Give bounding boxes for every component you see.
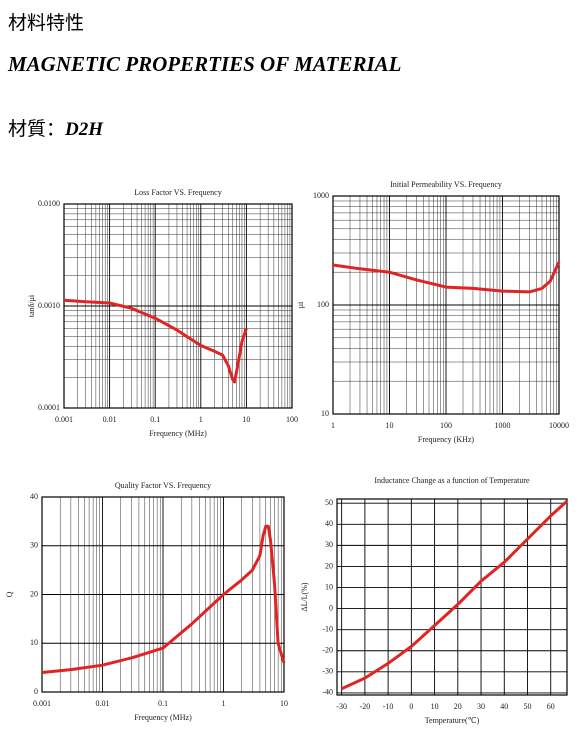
y-tick-label: -10 <box>322 624 333 633</box>
data-line <box>41 524 286 674</box>
title-en: MAGNETIC PROPERTIES OF MATERIAL <box>8 52 402 76</box>
x-tick-label: 30 <box>477 702 485 711</box>
y-tick-label: 0 <box>34 687 38 696</box>
plot-frame <box>63 203 293 409</box>
material-label: 材質： <box>8 119 66 140</box>
material: D2H <box>65 119 104 140</box>
x-tick-label: 0.001 <box>33 699 51 708</box>
x-tick-label: -20 <box>360 702 371 711</box>
y-tick-label: 0.0001 <box>38 403 60 412</box>
x-tick-label: -30 <box>336 702 347 711</box>
x-tick-label: 50 <box>524 702 532 711</box>
y-tick-label: 0 <box>329 603 333 612</box>
x-axis-label: Frequency (KHz) <box>418 435 475 444</box>
x-tick-label: 100 <box>286 415 298 424</box>
chart-title: Initial Permeability VS. Frequency <box>390 180 502 189</box>
x-tick-label: 100 <box>440 421 452 430</box>
y-axis-label: Q <box>5 591 14 597</box>
y-tick-label: -20 <box>322 646 333 655</box>
chart-title: Loss Factor VS. Frequency <box>134 188 221 197</box>
y-tick-label: 30 <box>325 540 333 549</box>
title-cn: 材料特性 <box>8 13 85 34</box>
x-tick-label: 0.1 <box>150 415 160 424</box>
chart-title: Inductance Change as a function of Tempe… <box>374 476 530 485</box>
data-line <box>332 261 561 294</box>
y-tick-label: 40 <box>325 519 333 528</box>
x-axis-label: Frequency (MHz) <box>149 429 207 438</box>
x-tick-label: -10 <box>383 702 394 711</box>
x-tick-label: 0.001 <box>55 415 73 424</box>
y-tick-label: 40 <box>30 492 38 501</box>
x-axis-label: Temperature(℃) <box>425 716 480 725</box>
x-tick-label: 1 <box>222 699 226 708</box>
y-tick-label: 0.0010 <box>38 301 60 310</box>
material-line: 材質：D2H <box>8 114 103 141</box>
x-tick-label: 10000 <box>549 421 569 430</box>
x-tick-label: 60 <box>547 702 555 711</box>
x-tick-label: 1 <box>199 415 203 424</box>
y-tick-label: -30 <box>322 667 333 676</box>
y-axis-label: μi <box>296 301 305 308</box>
x-tick-label: 0 <box>409 702 413 711</box>
plot-frame <box>336 498 568 696</box>
y-tick-label: 20 <box>30 589 38 598</box>
plot-frame <box>332 195 560 415</box>
y-tick-label: 10 <box>321 409 329 418</box>
y-tick-label: 10 <box>30 638 38 647</box>
x-tick-label: 10 <box>386 421 394 430</box>
x-tick-label: 40 <box>500 702 508 711</box>
y-tick-label: -40 <box>322 688 333 697</box>
y-tick-label: 100 <box>317 300 329 309</box>
x-axis-label: Frequency (MHz) <box>134 713 192 722</box>
y-tick-label: 0.0100 <box>38 199 60 208</box>
y-tick-label: 1000 <box>313 191 329 200</box>
x-tick-label: 10 <box>280 699 288 708</box>
x-tick-label: 0.1 <box>158 699 168 708</box>
y-tick-label: 20 <box>325 561 333 570</box>
x-tick-label: 1000 <box>495 421 511 430</box>
y-tick-label: 30 <box>30 541 38 550</box>
data-line <box>340 499 569 691</box>
data-line <box>63 298 248 384</box>
chart-title: Quality Factor VS. Frequency <box>115 481 211 490</box>
y-tick-label: 50 <box>325 498 333 507</box>
x-tick-label: 0.01 <box>103 415 117 424</box>
plot-frame <box>41 496 285 693</box>
x-tick-label: 10 <box>242 415 250 424</box>
x-tick-label: 1 <box>331 421 335 430</box>
x-tick-label: 10 <box>431 702 439 711</box>
x-tick-label: 20 <box>454 702 462 711</box>
y-axis-label: tanδ/μi <box>27 294 36 317</box>
y-axis-label: ΔL/L(%) <box>300 582 309 611</box>
x-tick-label: 0.01 <box>96 699 110 708</box>
y-tick-label: 10 <box>325 582 333 591</box>
